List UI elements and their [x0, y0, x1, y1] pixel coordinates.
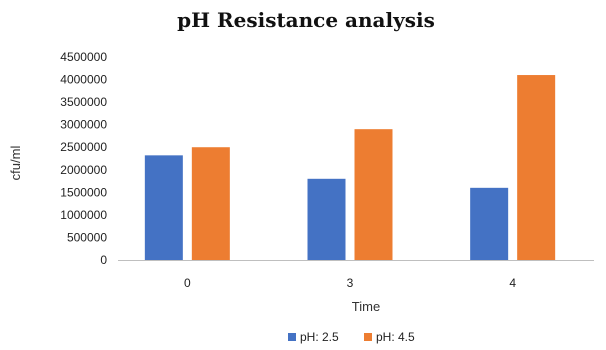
x-axis-label: Time — [352, 299, 380, 314]
bar-ph-2-5-4 — [470, 187, 509, 260]
legend-swatch — [288, 333, 296, 341]
x-tick-label: 0 — [184, 276, 191, 290]
bar-ph-4-5-4 — [517, 75, 556, 261]
y-tick-label: 4500000 — [60, 50, 107, 64]
y-axis-label: cfu/ml — [8, 146, 23, 181]
bar-ph-4-5-0 — [191, 147, 230, 260]
y-tick-label: 500000 — [67, 230, 107, 244]
y-tick-label: 3500000 — [60, 95, 107, 109]
bar-ph-4-5-3 — [354, 129, 393, 260]
x-tick-label: 3 — [347, 276, 354, 290]
bar-ph-2-5-0 — [144, 155, 183, 260]
legend-label: pH: 2.5 — [300, 330, 339, 344]
legend: pH: 2.5 pH: 4.5 — [288, 330, 415, 344]
y-tick-label: 1500000 — [60, 185, 107, 199]
y-tick-label: 2000000 — [60, 163, 107, 177]
y-tick-label: 4000000 — [60, 73, 107, 87]
y-tick-label: 1000000 — [60, 208, 107, 222]
bar-ph-2-5-3 — [307, 178, 346, 260]
bars — [144, 75, 556, 261]
y-tick-label: 3000000 — [60, 118, 107, 132]
y-tick-label: 2500000 — [60, 140, 107, 154]
legend-label: pH: 4.5 — [376, 330, 415, 344]
y-tick-label: 0 — [100, 253, 107, 267]
legend-swatch — [364, 333, 372, 341]
chart-title: pH Resistance analysis — [177, 8, 435, 32]
x-axis-ticks: 0 3 4 — [184, 276, 516, 290]
y-axis-ticks: 0 500000 1000000 1500000 2000000 2500000 30000… — [60, 50, 107, 267]
x-tick-label: 4 — [509, 276, 516, 290]
